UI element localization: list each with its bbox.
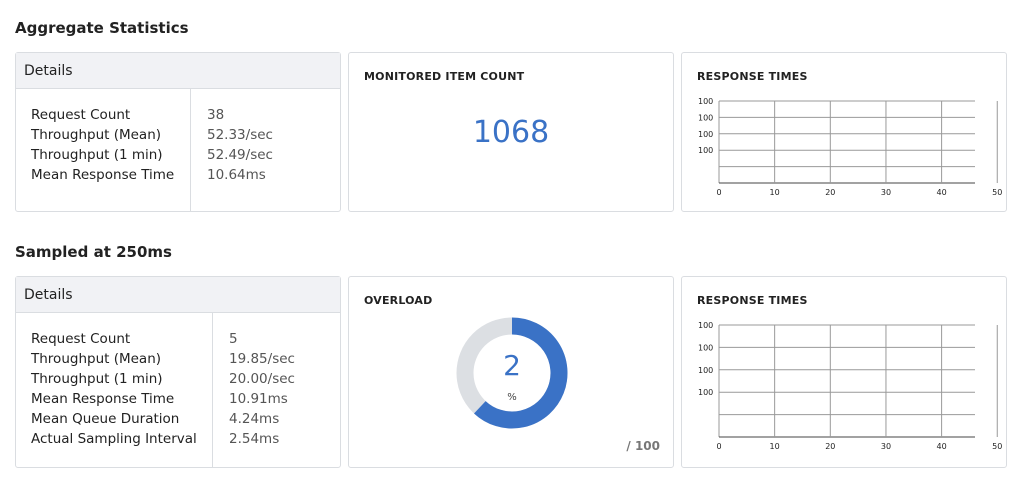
stat-label-mean-queue-duration: Mean Queue Duration xyxy=(31,411,180,427)
response-times-chart: 100 100 100 100 0 10 20 30 40 50 xyxy=(698,97,1002,197)
details-header: Details xyxy=(16,277,340,313)
chart-x-tick-label: 40 xyxy=(937,188,947,197)
chart-y-tick-label: 100 xyxy=(698,366,713,375)
stat-label-actual-sampling-interval: Actual Sampling Interval xyxy=(31,431,197,447)
chart-x-tick-label: 30 xyxy=(881,188,891,197)
aggregate-details-card: Details Request Count Throughput (Mean) … xyxy=(15,52,341,212)
stat-value-actual-sampling-interval: 2.54ms xyxy=(229,431,280,447)
chart-x-tick-label: 10 xyxy=(770,188,780,197)
details-labels: Request Count Throughput (Mean) Throughp… xyxy=(16,313,212,467)
response-times-card-sampled: RESPONSE TIMES 100 100 100 100 0 10 20 30 40 50 xyxy=(681,276,1007,468)
overload-gauge: 2 % xyxy=(456,317,568,429)
response-times-card-aggregate: RESPONSE TIMES 100 100 100 100 0 10 20 30 40 50 xyxy=(681,52,1007,212)
details-values: 5 19.85/sec 20.00/sec 10.91ms 4.24ms 2.5… xyxy=(212,313,340,467)
stat-value-request-count: 38 xyxy=(207,107,225,123)
chart-x-tick-label: 50 xyxy=(992,188,1002,197)
chart-y-tick-label: 100 xyxy=(698,388,713,397)
stat-label-mean-response-time: Mean Response Time xyxy=(31,167,175,183)
chart-x-tick-label: 10 xyxy=(770,442,780,451)
overload-value: 2 xyxy=(503,349,521,382)
stat-label-request-count: Request Count xyxy=(31,331,131,347)
chart-y-tick-label: 100 xyxy=(698,113,713,122)
overload-card: OVERLOAD 2 % / 100 xyxy=(348,276,674,468)
chart-x-tick-label: 30 xyxy=(881,442,891,451)
monitored-item-count-value: 1068 xyxy=(472,115,550,150)
card-title-overload: OVERLOAD xyxy=(364,294,433,307)
chart-x-tick-label: 0 xyxy=(716,442,721,451)
chart-x-tick-label: 0 xyxy=(716,188,721,197)
stat-value-mean-queue-duration: 4.24ms xyxy=(229,411,280,427)
chart-x-tick-label: 20 xyxy=(825,442,835,451)
stat-label-throughput-1min: Throughput (1 min) xyxy=(31,371,163,387)
stat-label-throughput-1min: Throughput (1 min) xyxy=(31,147,163,163)
chart-y-tick-label: 100 xyxy=(698,97,713,106)
details-labels: Request Count Throughput (Mean) Throughp… xyxy=(16,89,190,211)
details-header: Details xyxy=(16,53,340,89)
details-body: Request Count Throughput (Mean) Throughp… xyxy=(16,313,340,467)
overload-unit: % xyxy=(507,392,517,403)
chart-x-tick-label: 50 xyxy=(992,442,1002,451)
stat-value-throughput-mean: 19.85/sec xyxy=(229,351,295,367)
details-values: 38 52.33/sec 52.49/sec 10.64ms xyxy=(190,89,340,211)
chart-y-tick-label: 100 xyxy=(698,343,713,352)
chart-x-tick-label: 40 xyxy=(937,442,947,451)
monitored-item-count-card: MONITORED ITEM COUNT 1068 xyxy=(348,52,674,212)
stat-label-throughput-mean: Throughput (Mean) xyxy=(31,351,162,367)
chart-y-tick-label: 100 xyxy=(698,146,713,155)
details-body: Request Count Throughput (Mean) Throughp… xyxy=(16,89,340,211)
card-title-monitored: MONITORED ITEM COUNT xyxy=(364,70,525,83)
overload-max-label: / 100 xyxy=(626,439,660,453)
card-title-response-times: RESPONSE TIMES xyxy=(697,70,808,83)
chart-x-tick-label: 20 xyxy=(825,188,835,197)
stat-value-mean-response-time: 10.64ms xyxy=(207,167,266,183)
stat-value-throughput-1min: 20.00/sec xyxy=(229,371,295,387)
stat-value-request-count: 5 xyxy=(229,331,238,347)
stat-value-throughput-mean: 52.33/sec xyxy=(207,127,273,143)
stat-label-mean-response-time: Mean Response Time xyxy=(31,391,175,407)
card-title-response-times: RESPONSE TIMES xyxy=(697,294,808,307)
stat-value-mean-response-time: 10.91ms xyxy=(229,391,288,407)
stat-value-throughput-1min: 52.49/sec xyxy=(207,147,273,163)
sampled-details-card: Details Request Count Throughput (Mean) … xyxy=(15,276,341,468)
section-title-sampled: Sampled at 250ms xyxy=(15,243,172,261)
section-title-aggregate: Aggregate Statistics xyxy=(15,19,189,37)
chart-y-tick-label: 100 xyxy=(698,130,713,139)
stat-label-request-count: Request Count xyxy=(31,107,131,123)
stat-label-throughput-mean: Throughput (Mean) xyxy=(31,127,162,143)
chart-y-tick-label: 100 xyxy=(698,321,713,330)
gauge-fill xyxy=(474,317,568,429)
response-times-chart: 100 100 100 100 0 10 20 30 40 50 xyxy=(698,321,1002,451)
